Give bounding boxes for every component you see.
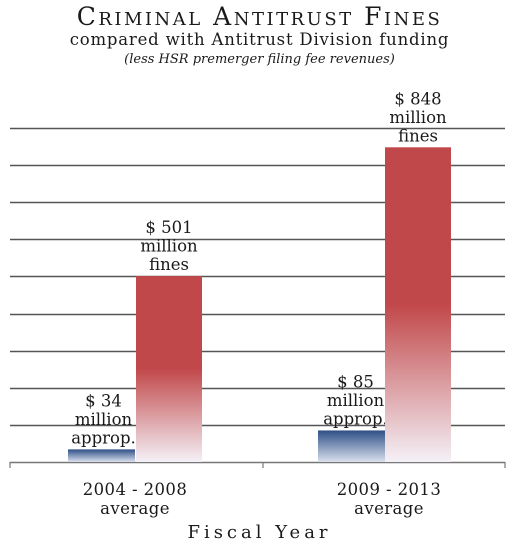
- data-label-appropriations: $ 85: [337, 372, 374, 391]
- data-label-appropriations: approp.: [323, 409, 388, 428]
- bar-appropriations: [68, 449, 135, 462]
- data-label-fines: $ 848: [394, 89, 441, 108]
- bar-fines: [136, 276, 202, 462]
- category-label-line: 2004 - 2008: [82, 480, 188, 499]
- data-label-fines: fines: [149, 255, 189, 274]
- data-label-appropriations: approp.: [71, 428, 136, 447]
- data-label-fines: $ 501: [145, 218, 192, 237]
- category-label-line: 2009 - 2013: [336, 480, 442, 499]
- data-label-appropriations: $ 34: [85, 391, 122, 410]
- category-label-2004-2008: 2004 - 2008 average: [35, 480, 235, 518]
- category-label-line: average: [354, 499, 424, 518]
- data-label-fines: fines: [398, 126, 438, 145]
- data-label-fines: million: [140, 237, 198, 256]
- bar-fines: [385, 147, 451, 462]
- chart-subtitle: compared with Antitrust Division funding: [69, 30, 450, 49]
- x-axis-label: Fiscal Year: [187, 522, 332, 543]
- chart-title: Criminal Antitrust Fines: [76, 2, 443, 31]
- data-label-appropriations: million: [75, 410, 133, 429]
- data-label-appropriations: million: [327, 391, 385, 410]
- data-label-fines: million: [389, 108, 447, 127]
- category-label-line: average: [100, 499, 170, 518]
- category-label-2009-2013: 2009 - 2013 average: [289, 480, 489, 518]
- chart-note: (less HSR premerger filing fee revenues): [124, 52, 395, 67]
- bar-appropriations: [318, 430, 385, 462]
